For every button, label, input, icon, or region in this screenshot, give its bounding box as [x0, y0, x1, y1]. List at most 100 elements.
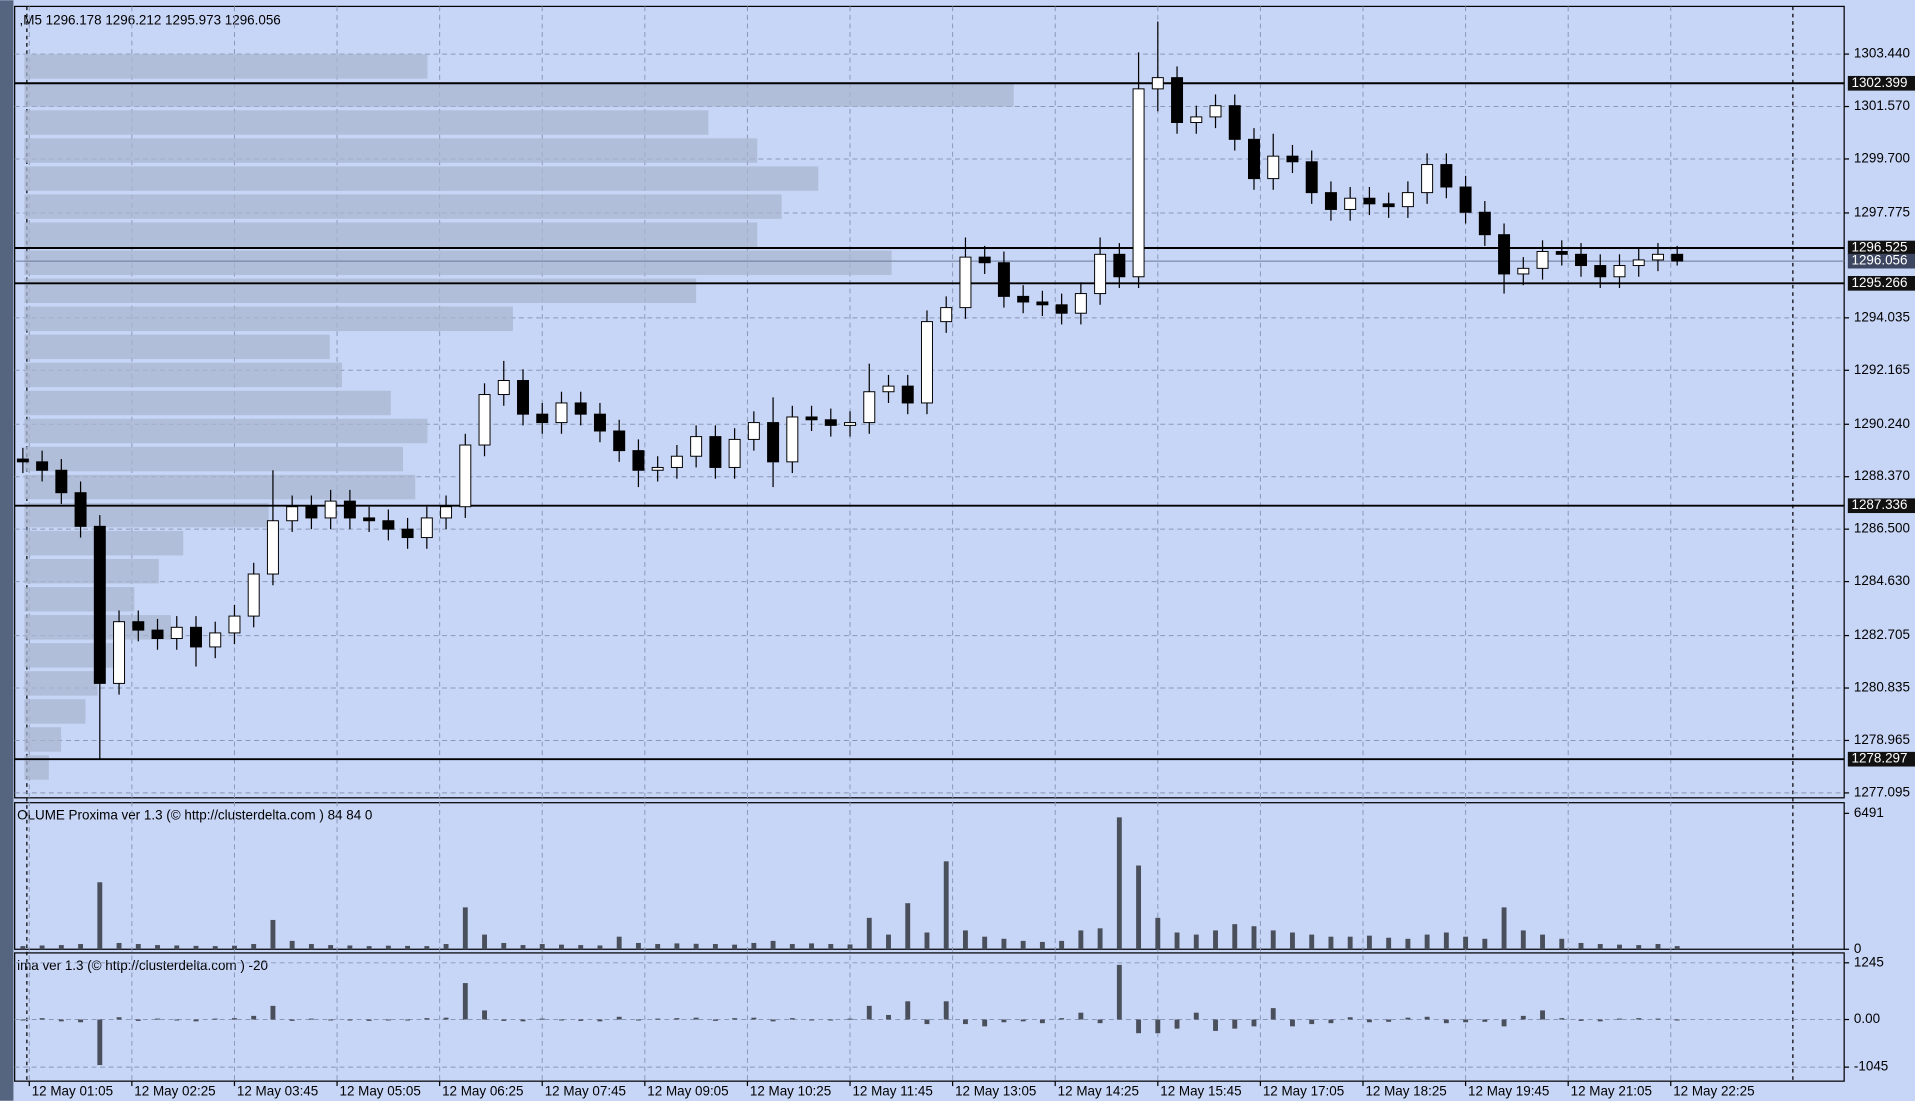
bar — [308, 944, 314, 950]
y-tick-label: 1288.370 — [1854, 468, 1910, 483]
bar — [1674, 946, 1680, 950]
candle-body — [1478, 211, 1491, 236]
bar — [693, 1017, 699, 1020]
candle-body — [1228, 105, 1241, 140]
profile-bar — [24, 222, 758, 247]
candle-body — [670, 455, 683, 468]
bar — [520, 1019, 526, 1022]
bar — [655, 1018, 661, 1020]
bar — [1290, 1019, 1295, 1027]
bar — [635, 1019, 641, 1021]
y-tick-label: -1045 — [1854, 1059, 1888, 1074]
candle-body — [228, 615, 241, 634]
bar — [751, 1017, 757, 1020]
candle-body — [632, 450, 645, 471]
bar — [135, 944, 141, 950]
profile-bar — [24, 250, 892, 275]
profile-bar — [24, 138, 758, 163]
y-tick-label: 1282.705 — [1854, 627, 1910, 642]
candle-body — [1132, 88, 1145, 278]
bar — [905, 1001, 911, 1020]
bar — [770, 940, 776, 950]
bar — [1366, 935, 1372, 950]
candle-body — [132, 621, 145, 631]
candle-body — [1113, 253, 1126, 278]
bar — [1270, 930, 1276, 950]
bar — [482, 934, 487, 950]
bar — [1347, 936, 1353, 950]
candle-body — [690, 436, 703, 457]
bar — [212, 1018, 218, 1020]
bar — [1463, 1019, 1469, 1023]
bar — [1405, 938, 1411, 950]
bar — [232, 1018, 237, 1020]
x-tick-label: 12 May 21:05 — [1571, 1084, 1652, 1099]
bar — [270, 1005, 276, 1020]
candle-body — [1440, 164, 1453, 188]
candle-body — [1151, 77, 1164, 90]
candle-body — [343, 500, 356, 519]
bar — [1674, 1019, 1680, 1021]
bar — [1155, 1019, 1161, 1034]
candle-body — [1651, 253, 1664, 261]
profile-bar — [24, 502, 269, 528]
bar — [289, 1019, 295, 1021]
bar — [982, 1019, 988, 1027]
bar — [1309, 1019, 1315, 1025]
volume-title: OLUME Proxima ver 1.3 (© http://clusterd… — [17, 808, 372, 823]
bar — [1097, 928, 1103, 950]
bar — [924, 1019, 930, 1025]
bar — [866, 917, 872, 950]
bar — [232, 945, 237, 950]
bar — [1386, 1019, 1392, 1022]
bar — [712, 944, 718, 950]
bar — [616, 936, 622, 950]
bar — [1020, 1019, 1026, 1022]
candle-body — [805, 416, 818, 421]
y-tick-label: 6491 — [1854, 805, 1884, 820]
bar — [347, 1019, 353, 1021]
candle-body — [266, 520, 279, 575]
candle-body — [517, 380, 529, 415]
bar — [1501, 1019, 1507, 1027]
bar — [1039, 1019, 1045, 1024]
bar — [78, 1019, 84, 1023]
bar — [578, 945, 584, 950]
candle-body — [863, 391, 876, 424]
profile-bar — [24, 559, 159, 584]
bar — [1328, 936, 1334, 950]
profile-bar — [24, 446, 404, 472]
candle-body — [1036, 301, 1049, 306]
bar — [174, 945, 180, 950]
bar — [1059, 1018, 1065, 1020]
bar — [1193, 1012, 1199, 1020]
bar — [78, 944, 84, 950]
candle-body — [1594, 265, 1607, 278]
bar — [1636, 1018, 1642, 1020]
bar — [501, 1019, 507, 1021]
bar — [366, 1019, 372, 1021]
bar — [963, 930, 968, 950]
candle-body — [36, 461, 49, 471]
bar — [1424, 1016, 1430, 1020]
bar — [1116, 817, 1122, 950]
bar — [1540, 934, 1545, 950]
y-tick-label: 1286.500 — [1854, 521, 1910, 536]
x-tick-label: 12 May 06:25 — [442, 1084, 523, 1099]
bar — [1136, 1019, 1142, 1034]
bar — [828, 944, 834, 950]
bar — [1482, 938, 1488, 950]
bar — [1559, 1018, 1565, 1020]
bar — [732, 1018, 738, 1020]
bar — [270, 919, 276, 950]
x-tick-label: 12 May 22:25 — [1673, 1084, 1754, 1099]
bar — [1232, 1019, 1238, 1029]
bar — [943, 1001, 949, 1020]
candle-body — [824, 419, 837, 426]
profile-bar — [24, 390, 391, 416]
bar — [251, 944, 257, 950]
bar — [1655, 944, 1661, 950]
bar — [328, 945, 334, 950]
bar — [58, 1019, 64, 1022]
